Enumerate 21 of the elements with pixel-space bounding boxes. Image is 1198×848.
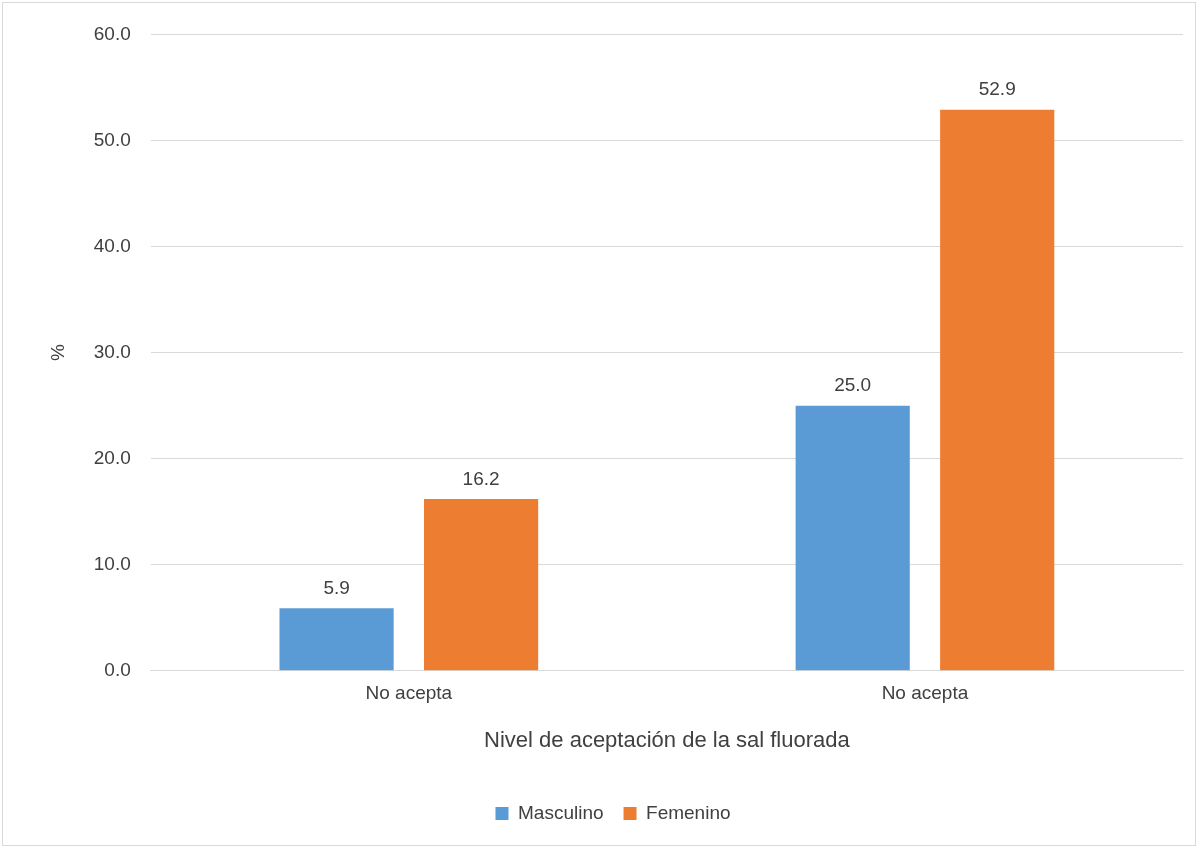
- bar: [279, 608, 394, 671]
- y-tick-label: 0.0: [104, 659, 131, 681]
- y-tick-label: 30.0: [93, 340, 131, 362]
- bar: [424, 498, 539, 671]
- y-axis-title: %: [46, 344, 68, 362]
- y-tick-label: 40.0: [93, 234, 131, 256]
- y-tick-label: 20.0: [93, 446, 131, 468]
- legend-label: Masculino: [517, 801, 604, 823]
- y-tick-label: 10.0: [93, 552, 131, 574]
- y-tick-label: 50.0: [93, 128, 131, 150]
- bar: [940, 109, 1055, 671]
- data-label: 5.9: [323, 576, 350, 598]
- data-label: 16.2: [462, 467, 500, 489]
- data-label: 52.9: [978, 78, 1016, 100]
- bar: [795, 405, 910, 671]
- y-tick-label: 60.0: [93, 22, 131, 44]
- x-axis-title: Nivel de aceptación de la sal fluorada: [484, 726, 851, 752]
- x-tick-label: No acepta: [881, 682, 969, 704]
- data-label: 25.0: [834, 374, 872, 396]
- x-tick-label: No acepta: [365, 682, 453, 704]
- legend-label: Femenino: [646, 801, 731, 823]
